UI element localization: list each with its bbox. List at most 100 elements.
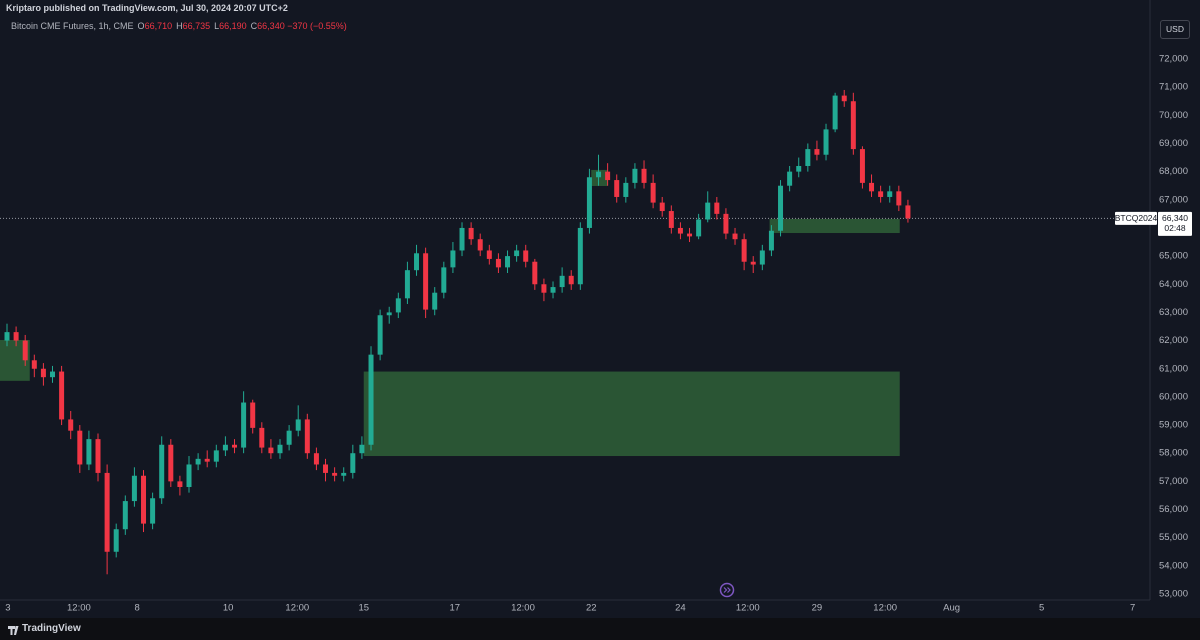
candle-body — [232, 444, 238, 448]
candle-body — [222, 444, 228, 451]
candle-body — [796, 165, 802, 172]
candle-body — [31, 360, 37, 369]
x-tick-label: 12:00 — [285, 603, 309, 614]
candle-body — [241, 402, 247, 448]
candle-body — [805, 149, 811, 166]
candle-body — [723, 213, 729, 234]
candle-body — [113, 529, 119, 552]
candle-body — [377, 315, 383, 355]
y-tick-label: 53,000 — [1159, 589, 1188, 600]
candle-body — [13, 332, 19, 341]
last-price-box — [1158, 211, 1192, 236]
ohlc-fields: O66,710 H66,735 L66,190 C66,340 — [134, 21, 285, 31]
candle-body — [277, 444, 283, 454]
candle-body — [532, 261, 538, 285]
candle-body — [850, 101, 856, 150]
y-tick-label: 54,000 — [1159, 560, 1188, 571]
candle-body — [859, 149, 865, 183]
candle-body — [141, 475, 147, 524]
candle-body — [514, 250, 520, 257]
scroll-circle[interactable] — [719, 582, 735, 598]
x-tick-label: 5 — [1039, 603, 1044, 614]
candle-body — [77, 430, 83, 465]
last-price-label: 66,340 — [1162, 213, 1188, 223]
y-tick-label: 58,000 — [1159, 448, 1188, 459]
candle-body — [541, 284, 547, 293]
candle-body — [40, 368, 46, 378]
candle-body — [468, 227, 474, 240]
footer-bar — [0, 618, 1200, 640]
candle-body — [395, 298, 401, 313]
candle-body — [259, 427, 265, 448]
y-tick-label: 70,000 — [1159, 110, 1188, 121]
plot-area — [0, 89, 1150, 575]
x-tick-label: 29 — [812, 603, 823, 614]
field-value: 66,340 — [257, 21, 285, 31]
candle-body — [432, 292, 438, 310]
y-tick-label: 62,000 — [1159, 335, 1188, 346]
x-tick-label: 12:00 — [736, 603, 760, 614]
candle-body — [568, 275, 574, 285]
candle-body — [759, 250, 765, 265]
tv-logo — [8, 626, 19, 635]
candle-body — [559, 275, 565, 288]
candle-body — [905, 205, 911, 219]
y-tick-label: 56,000 — [1159, 504, 1188, 515]
candle-body — [404, 270, 410, 299]
x-tick-label: 15 — [358, 603, 369, 614]
candle-body — [22, 340, 28, 361]
y-tick-label: 67,000 — [1159, 194, 1188, 205]
candle-body — [350, 453, 356, 473]
symbol-name: Bitcoin CME Futures, 1h, CME — [11, 21, 134, 31]
candle-body — [878, 191, 884, 197]
candle-body — [131, 475, 137, 502]
y-tick-label: 55,000 — [1159, 532, 1188, 543]
candle-body — [177, 481, 183, 488]
candle-body — [86, 439, 92, 465]
candle-body — [696, 219, 702, 237]
countdown: 02:48 — [1164, 223, 1186, 233]
x-tick-label: 3 — [5, 603, 10, 614]
change: −370 (−0.55%) — [287, 21, 347, 31]
candle-body — [423, 253, 429, 310]
candle-body — [359, 444, 365, 454]
candle-body — [295, 419, 301, 431]
field-value: 66,735 — [182, 21, 211, 31]
candle-body — [50, 371, 56, 378]
candle-body — [505, 256, 511, 268]
candle-body — [632, 168, 638, 183]
x-tick-label: 7 — [1130, 603, 1135, 614]
candle-body — [313, 453, 319, 465]
candle-body — [841, 95, 847, 102]
candle-body — [778, 185, 784, 231]
footer-brand: TradingView — [22, 623, 81, 634]
field-key: H — [176, 21, 183, 31]
candle-body — [4, 332, 10, 341]
candle-body — [486, 250, 492, 259]
currency-button[interactable]: USD — [1160, 20, 1190, 39]
candle-body — [550, 287, 556, 293]
candle-body — [323, 464, 329, 473]
field-key: L — [214, 21, 220, 31]
scroll-arrows[interactable] — [723, 587, 731, 593]
x-tick-label: 17 — [449, 603, 460, 614]
symbol-tag: BTCQ2024 — [1115, 213, 1158, 223]
candle-body — [213, 450, 219, 462]
candle-body — [286, 430, 292, 445]
candle-body — [95, 439, 101, 473]
candle-body — [68, 419, 74, 431]
candle-body — [768, 230, 774, 251]
candle-body — [732, 233, 738, 240]
candle-body — [705, 202, 711, 220]
candle-body — [869, 182, 875, 192]
candle-body — [195, 458, 201, 465]
y-tick-label: 64,000 — [1159, 279, 1188, 290]
candle-body — [623, 182, 629, 197]
y-tick-label: 59,000 — [1159, 420, 1188, 431]
zone — [363, 371, 900, 457]
scroll-button[interactable] — [719, 582, 735, 598]
field-value: 66,190 — [219, 21, 247, 31]
candle-body — [896, 191, 902, 206]
